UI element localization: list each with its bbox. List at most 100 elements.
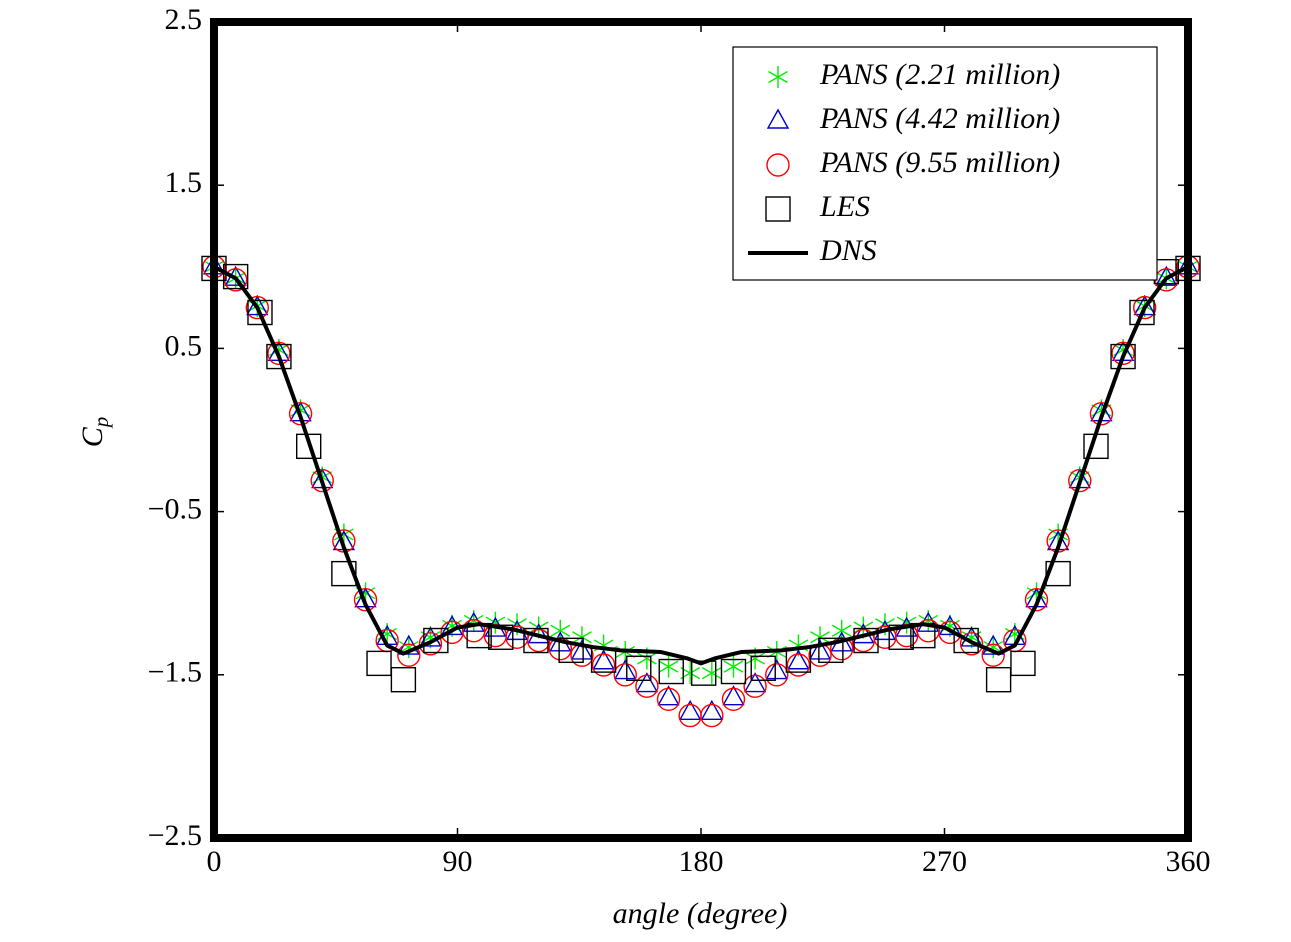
x-axis-label: angle (degree): [613, 897, 788, 930]
marker-circle: [245, 295, 269, 320]
marker-circle: [526, 628, 551, 653]
y-tick-label: 0.5: [165, 329, 203, 362]
marker-triangle: [440, 615, 464, 636]
marker-circle: [786, 653, 811, 677]
plot-frame: [210, 18, 1192, 842]
y-tick-label: −2.5: [148, 819, 202, 852]
marker-square: [366, 650, 392, 677]
y-tick-label: 2.5: [165, 3, 203, 36]
marker-square: [1129, 299, 1155, 326]
marker-square: [985, 666, 1012, 693]
y-tick-label: −1.5: [148, 656, 202, 689]
marker-star: [593, 634, 614, 657]
marker-circle: [1133, 295, 1157, 320]
marker-triangle: [462, 611, 485, 632]
marker-star: [701, 662, 722, 685]
marker-triangle: [614, 659, 637, 680]
marker-square: [658, 658, 684, 685]
marker-square: [558, 637, 584, 664]
legend-label: PANS (4.42 million): [819, 102, 1060, 135]
marker-triangle: [657, 685, 680, 706]
marker-circle: [267, 341, 291, 365]
marker-square: [523, 627, 549, 654]
marker-triangle: [743, 672, 767, 693]
marker-square: [888, 624, 914, 650]
marker-circle: [766, 153, 790, 177]
marker-triangle: [917, 611, 940, 632]
marker-circle: [353, 588, 378, 612]
x-tick-label: 270: [922, 845, 967, 878]
marker-triangle: [246, 295, 269, 316]
marker-triangle: [635, 672, 659, 693]
marker-star: [768, 66, 788, 88]
marker-triangle: [765, 659, 788, 680]
y-axis-label-sub: p: [89, 417, 113, 430]
marker-circle: [1024, 588, 1049, 612]
marker-circle: [418, 632, 443, 656]
marker-circle: [656, 687, 681, 711]
marker-triangle: [592, 649, 615, 670]
marker-triangle: [1133, 295, 1156, 316]
y-tick-label: −0.5: [148, 492, 202, 525]
marker-square: [247, 299, 273, 326]
legend-label: PANS (2.21 million): [819, 58, 1060, 91]
marker-circle: [1111, 341, 1135, 365]
y-tick-label: 1.5: [165, 166, 203, 199]
marker-circle: [981, 643, 1005, 667]
marker-square: [222, 263, 249, 290]
marker-square: [818, 637, 844, 664]
marker-circle: [613, 663, 637, 687]
marker-square: [853, 627, 879, 654]
marker-triangle: [787, 649, 810, 670]
marker-square: [423, 627, 449, 654]
marker-circle: [765, 663, 789, 687]
marker-square: [266, 343, 292, 370]
marker-triangle: [960, 626, 983, 647]
marker-circle: [959, 632, 984, 656]
legend-label: DNS: [819, 234, 877, 267]
x-tick-label: 90: [443, 845, 473, 878]
marker-triangle: [570, 639, 594, 660]
y-axis-label: Cp: [76, 417, 113, 448]
marker-square: [1110, 343, 1136, 370]
marker-star: [940, 614, 960, 637]
marker-square: [390, 666, 417, 693]
marker-circle: [591, 653, 616, 677]
marker-circle: [938, 620, 962, 645]
x-tick-label: 0: [207, 845, 222, 878]
marker-triangle: [419, 626, 442, 647]
marker-triangle: [700, 699, 724, 721]
legend-label: LES: [819, 190, 870, 223]
legend-label: PANS (9.55 million): [819, 146, 1060, 179]
marker-circle: [1089, 401, 1114, 426]
x-tick-label: 180: [679, 845, 724, 878]
marker-circle: [310, 468, 334, 493]
marker-circle: [1068, 468, 1092, 493]
marker-circle: [721, 687, 746, 711]
marker-square: [295, 433, 322, 460]
marker-triangle: [808, 639, 832, 660]
marker-triangle: [766, 108, 790, 129]
marker-circle: [700, 703, 724, 728]
marker-square: [750, 655, 776, 681]
marker-square: [488, 624, 514, 650]
marker-circle: [743, 674, 767, 698]
marker-triangle: [938, 615, 962, 636]
marker-square: [1010, 650, 1036, 677]
marker-circle: [397, 643, 421, 667]
dns-line: [213, 265, 1189, 666]
x-tick-label: 360: [1166, 845, 1211, 878]
marker-star: [788, 634, 809, 657]
marker-square: [626, 655, 652, 681]
marker-star: [442, 614, 462, 637]
marker-triangle: [678, 699, 702, 721]
marker-circle: [462, 619, 486, 643]
marker-circle: [288, 401, 313, 426]
marker-triangle: [722, 685, 745, 706]
marker-circle: [635, 674, 659, 698]
y-axis-label-main: C: [76, 426, 109, 447]
legend-box: [732, 46, 1158, 281]
marker-square: [765, 196, 791, 222]
marker-square: [953, 627, 979, 654]
